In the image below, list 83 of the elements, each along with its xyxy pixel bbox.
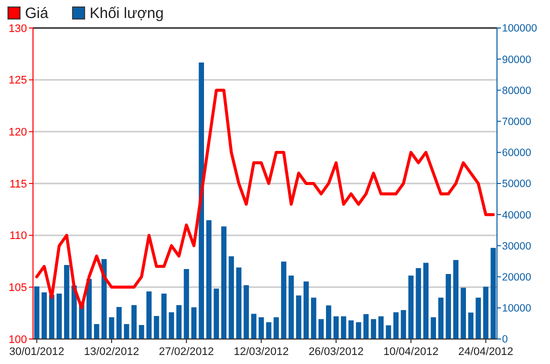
x-tick-label: 13/02/2012 [84, 346, 140, 358]
bar [460, 288, 466, 339]
y-tick-label: 125 [8, 74, 27, 87]
bar [258, 317, 264, 339]
bar [400, 310, 406, 339]
y2-tick-label: 60000 [502, 147, 532, 160]
bar [244, 285, 249, 339]
bar [108, 317, 114, 339]
x-tick-label: 27/02/2012 [158, 346, 214, 358]
y2-tick-label: 100000 [502, 22, 538, 35]
bar [476, 298, 481, 339]
bar [228, 256, 234, 339]
y2-tick-label: 80000 [502, 84, 532, 97]
x-tick-label: 26/03/2012 [308, 346, 364, 358]
y-tick-label: 130 [8, 22, 27, 35]
bar [184, 269, 190, 339]
bar [161, 294, 167, 339]
y-tick-label: 105 [8, 282, 27, 294]
bar [191, 307, 197, 339]
bar [370, 319, 376, 339]
bar [176, 305, 182, 339]
bar [266, 322, 272, 339]
y-tick-label: 120 [8, 126, 27, 139]
bar [311, 298, 316, 339]
bar [146, 291, 152, 339]
bar [453, 260, 458, 339]
bar [116, 306, 122, 339]
bar [386, 325, 392, 339]
x-tick-label: 12/03/2012 [234, 346, 289, 358]
y-tick-label: 110 [9, 230, 27, 242]
x-tick-label: 30/01/2012 [9, 346, 64, 358]
y2-tick-label: 40000 [502, 209, 532, 222]
bar [206, 220, 212, 339]
x-tick-label: 10/04/2012 [383, 346, 438, 358]
bar [393, 312, 399, 339]
bar [94, 324, 100, 339]
bar [416, 268, 422, 339]
bar [251, 314, 256, 339]
bar [304, 281, 309, 339]
bar [430, 317, 436, 339]
bar [214, 288, 219, 339]
bar [483, 286, 488, 339]
y2-tick-label: 70000 [502, 116, 532, 128]
bar [423, 262, 429, 339]
bar [138, 325, 144, 339]
legend-label: Giá [25, 5, 49, 22]
bar [296, 295, 302, 339]
bar [438, 298, 444, 339]
y2-tick-label: 20000 [502, 271, 532, 284]
bar [356, 322, 362, 339]
bar [408, 276, 414, 339]
bar [326, 305, 332, 339]
y2-tick-label: 0 [502, 334, 508, 346]
bar [124, 324, 130, 339]
bar [288, 276, 294, 339]
bar [34, 286, 40, 339]
bar [363, 314, 369, 339]
bar [49, 294, 54, 339]
bar [281, 262, 286, 339]
bar [42, 292, 47, 339]
bar [154, 316, 160, 339]
y-tick-label: 100 [8, 334, 27, 346]
bar [221, 226, 226, 339]
y2-tick-label: 10000 [502, 302, 532, 315]
bar [333, 316, 339, 339]
bar [318, 319, 324, 339]
bar [378, 316, 384, 339]
bar [274, 317, 279, 339]
bar [168, 312, 174, 339]
bar [468, 312, 474, 339]
bar [446, 274, 451, 339]
bar [131, 305, 137, 339]
y2-tick-label: 30000 [502, 240, 532, 252]
bar [56, 294, 62, 339]
y2-tick-label: 50000 [502, 178, 532, 190]
bar [236, 267, 242, 339]
bar [348, 320, 354, 339]
legend-label: Khối lượng [90, 5, 164, 22]
bar [64, 264, 70, 339]
bar [340, 316, 346, 339]
x-tick-label: 24/04/2012 [458, 346, 514, 358]
y2-tick-label: 90000 [502, 54, 532, 66]
y-tick-label: 115 [9, 178, 27, 190]
